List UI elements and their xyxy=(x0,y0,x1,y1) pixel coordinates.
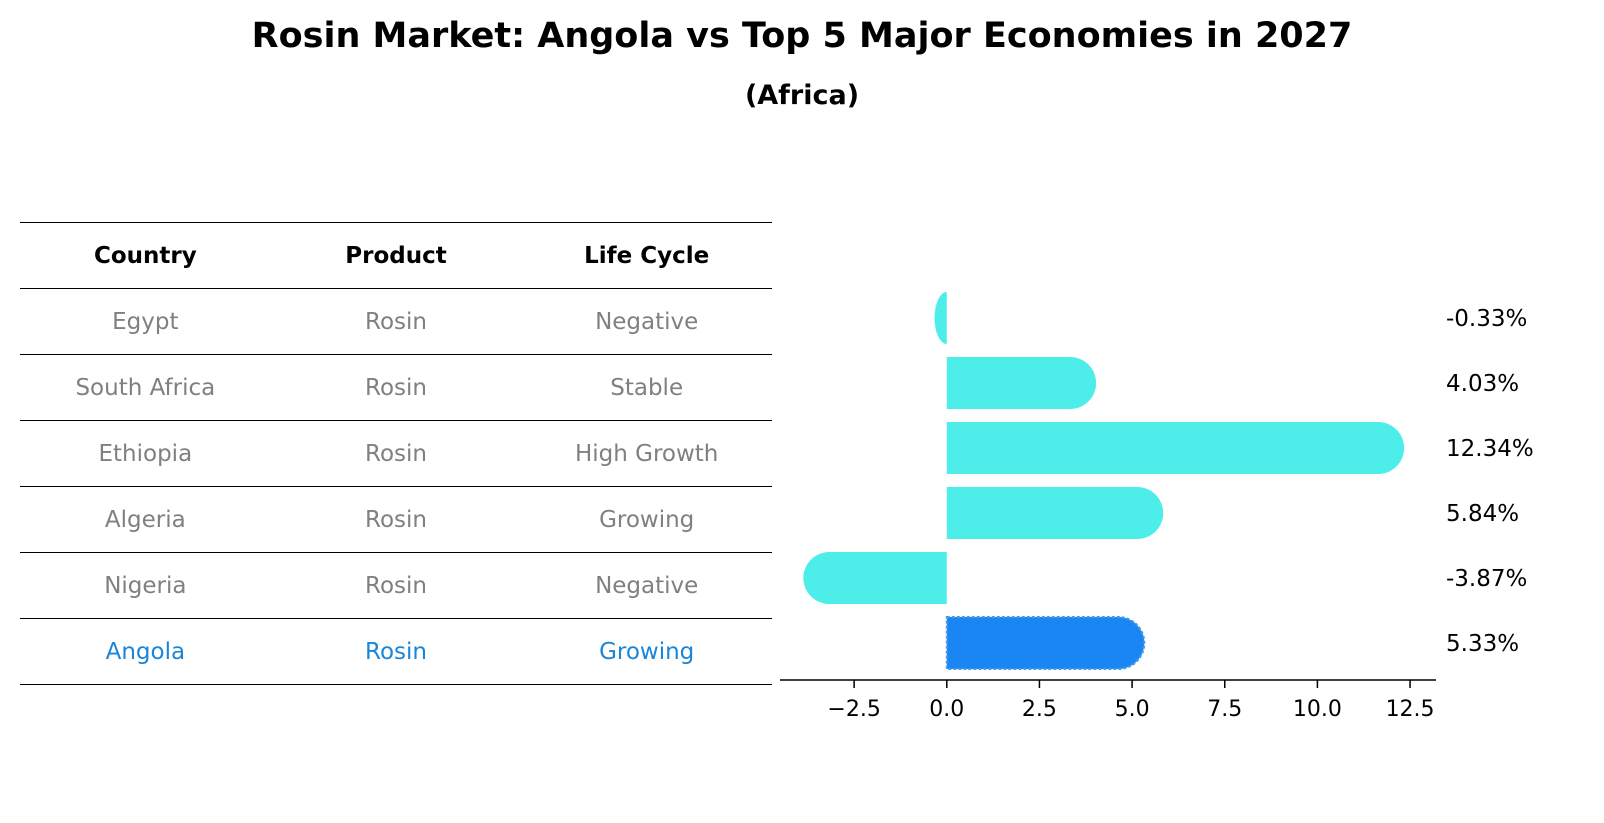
header-life-cycle: Life Cycle xyxy=(584,242,710,269)
life-cycle-cell: Negative xyxy=(595,308,699,335)
life-cycle-cell: Growing xyxy=(599,638,695,665)
x-tick-label: 10.0 xyxy=(1293,697,1342,722)
bar-chart: -0.33% 4.03% 12.34% 5.84% -3.87% 5.33% −2.5 0.0… xyxy=(780,292,1534,722)
table-header-row: Country Product Life Cycle xyxy=(20,223,772,289)
x-tick-label: 2.5 xyxy=(1022,697,1057,722)
x-tick-label: 0.0 xyxy=(929,697,964,722)
x-tick-label: 7.5 xyxy=(1207,697,1242,722)
table-row-highlighted: Angola Rosin Growing xyxy=(20,619,772,685)
product-cell: Rosin xyxy=(365,440,427,467)
country-cell: Egypt xyxy=(112,308,179,335)
product-cell: Rosin xyxy=(365,374,427,401)
value-label: 4.03% xyxy=(1446,371,1519,397)
country-cell: Ethiopia xyxy=(98,440,193,467)
life-cycle-cell: High Growth xyxy=(574,440,719,467)
product-cell: Rosin xyxy=(365,638,427,665)
product-cell: Rosin xyxy=(365,572,427,599)
table-row: Nigeria Rosin Negative xyxy=(20,553,772,619)
country-cell: Algeria xyxy=(104,506,186,533)
country-cell: Nigeria xyxy=(104,572,187,599)
value-label: 5.33% xyxy=(1446,631,1519,657)
bar-egypt xyxy=(934,292,947,344)
product-cell: Rosin xyxy=(365,308,427,335)
x-tick-label: 5.0 xyxy=(1115,697,1150,722)
table-row: Ethiopia Rosin High Growth xyxy=(20,421,772,487)
value-label: -0.33% xyxy=(1446,306,1527,332)
value-label: -3.87% xyxy=(1446,566,1527,592)
bar-algeria xyxy=(946,487,1164,539)
bar-nigeria xyxy=(803,552,947,604)
bar-angola xyxy=(945,616,1146,670)
country-cell: Angola xyxy=(105,638,186,665)
bar-ethiopia xyxy=(946,422,1405,474)
life-cycle-cell: Stable xyxy=(610,374,684,401)
country-cell: South Africa xyxy=(75,374,216,401)
table-row: South Africa Rosin Stable xyxy=(20,355,772,421)
comparison-table: Country Product Life Cycle Egypt Rosin N… xyxy=(20,222,772,685)
bar-south-africa xyxy=(946,357,1097,409)
value-label: 5.84% xyxy=(1446,501,1519,527)
chart-subtitle: (Africa) xyxy=(744,80,860,111)
life-cycle-cell: Growing xyxy=(599,506,695,533)
header-product: Product xyxy=(345,242,447,269)
table-row: Egypt Rosin Negative xyxy=(20,289,772,355)
header-country: Country xyxy=(93,242,197,269)
product-cell: Rosin xyxy=(365,506,427,533)
life-cycle-cell: Negative xyxy=(595,572,699,599)
value-label: 12.34% xyxy=(1446,436,1534,462)
table-row: Algeria Rosin Growing xyxy=(20,487,772,553)
x-tick-label: 12.5 xyxy=(1386,697,1435,722)
x-tick-label: −2.5 xyxy=(827,697,880,722)
chart-title: Rosin Market: Angola vs Top 5 Major Econ… xyxy=(251,16,1353,56)
